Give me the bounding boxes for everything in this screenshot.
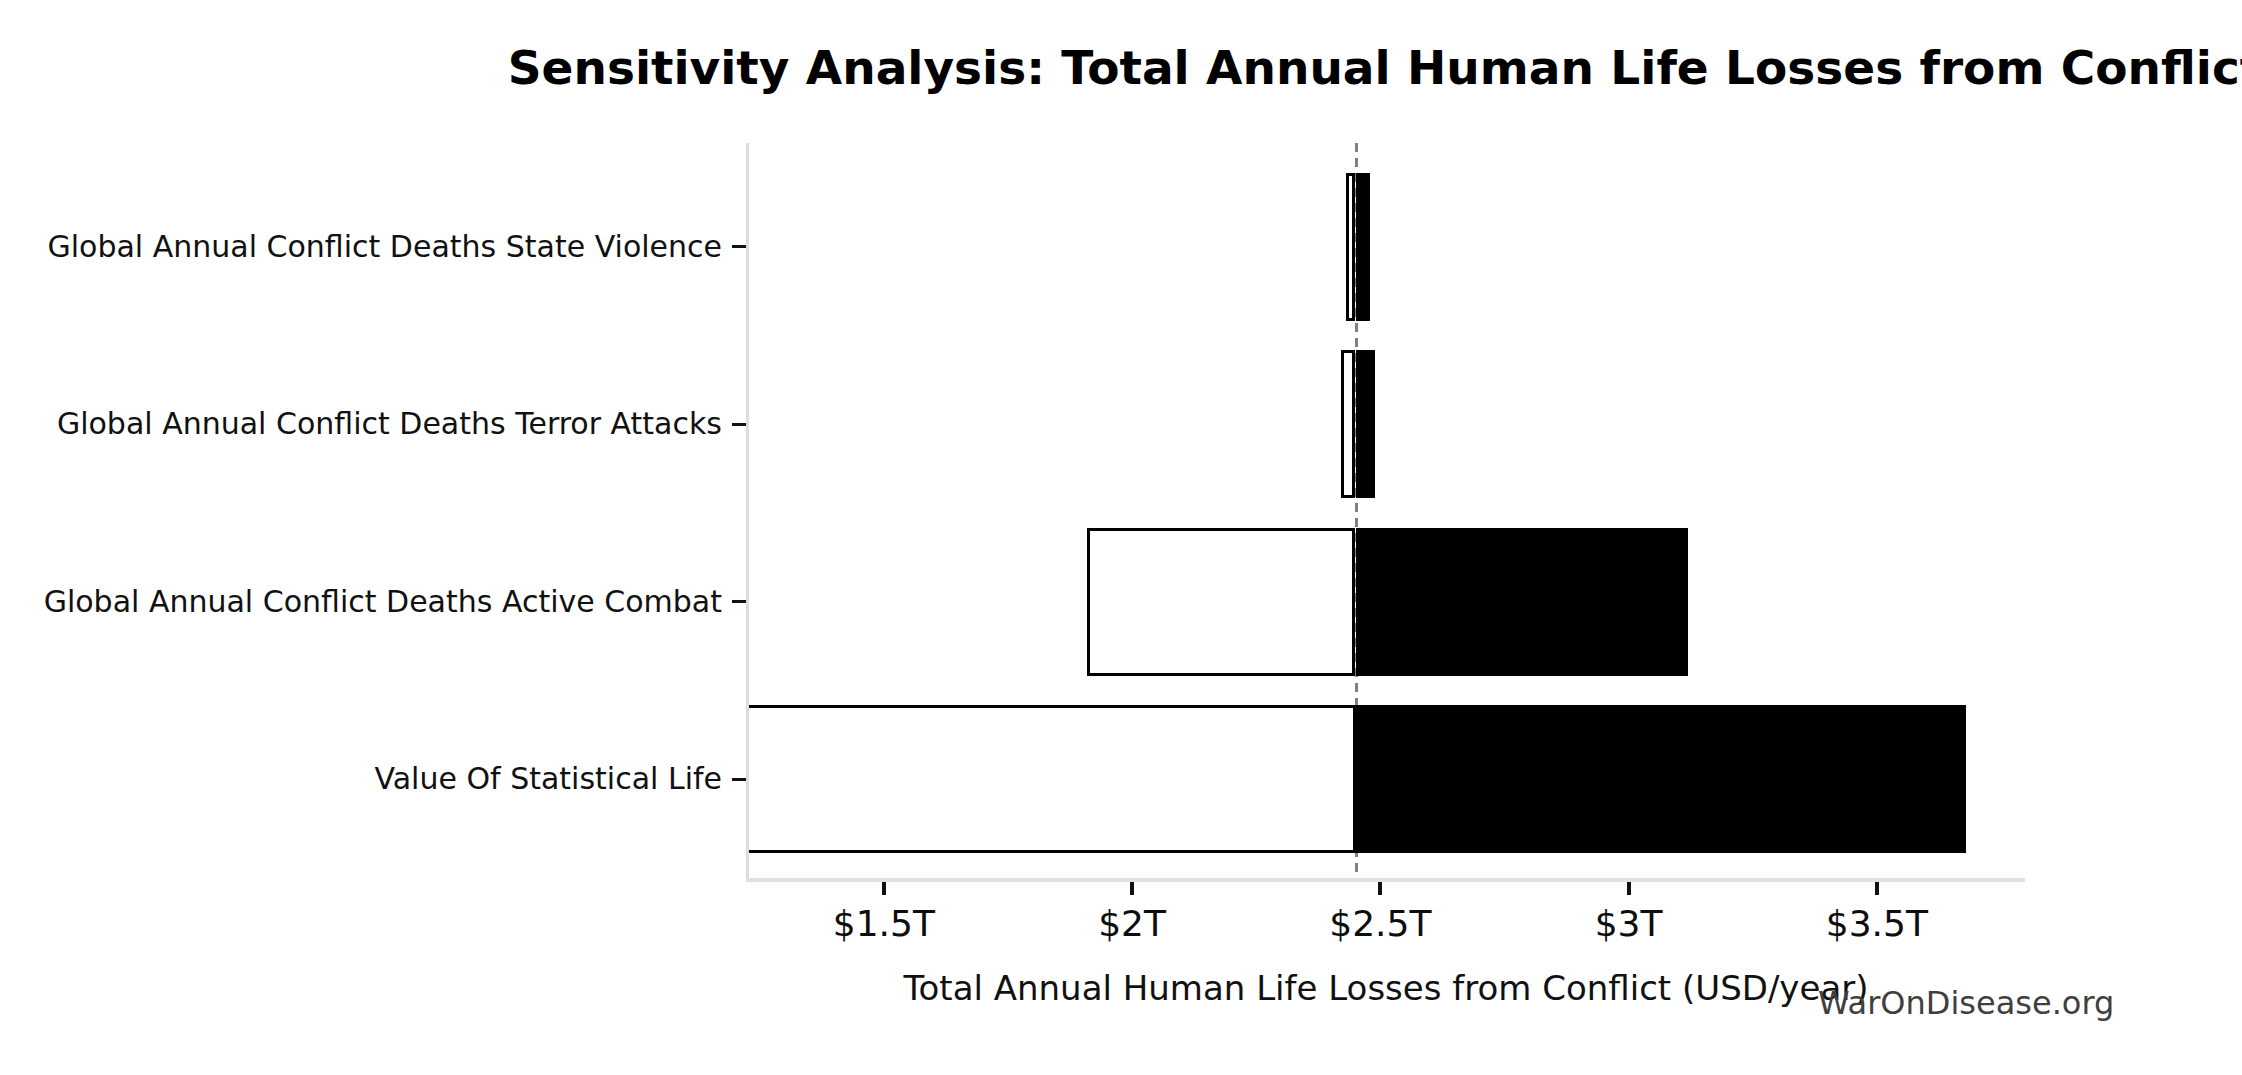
bar-low-0 <box>1346 173 1356 321</box>
category-label-0: Global Annual Conflict Deaths State Viol… <box>0 230 722 264</box>
sensitivity-chart-figure: Sensitivity Analysis: Total Annual Human… <box>0 0 2242 1075</box>
x-tick-3 <box>1627 882 1631 895</box>
category-label-3: Value Of Statistical Life <box>0 762 722 796</box>
category-label-1: Global Annual Conflict Deaths Terror Att… <box>0 407 722 441</box>
x-tick-label-1: $2T <box>1052 903 1212 944</box>
bar-low-2 <box>1087 528 1355 676</box>
x-tick-label-3: $3T <box>1549 903 1709 944</box>
y-tick-1 <box>732 423 746 426</box>
bar-high-2 <box>1356 528 1689 676</box>
x-tick-label-0: $1.5T <box>804 903 964 944</box>
x-tick-label-4: $3.5T <box>1797 903 1957 944</box>
bar-high-0 <box>1356 173 1371 321</box>
bar-high-3 <box>1356 705 1967 853</box>
bar-low-3 <box>746 705 1356 853</box>
y-tick-0 <box>732 245 746 248</box>
chart-title: Sensitivity Analysis: Total Annual Human… <box>508 44 2242 91</box>
x-tick-0 <box>882 882 886 895</box>
x-tick-2 <box>1378 882 1382 895</box>
x-axis-label: Total Annual Human Life Losses from Conf… <box>904 968 1869 1008</box>
watermark-text: WarOnDisease.org <box>1818 984 2114 1022</box>
bar-high-1 <box>1356 350 1376 498</box>
x-tick-4 <box>1875 882 1879 895</box>
bar-low-1 <box>1341 350 1356 498</box>
category-label-2: Global Annual Conflict Deaths Active Com… <box>0 585 722 619</box>
x-tick-1 <box>1130 882 1134 895</box>
y-tick-3 <box>732 778 746 781</box>
plot-area <box>746 143 2025 882</box>
x-tick-label-2: $2.5T <box>1300 903 1460 944</box>
y-tick-2 <box>732 600 746 603</box>
